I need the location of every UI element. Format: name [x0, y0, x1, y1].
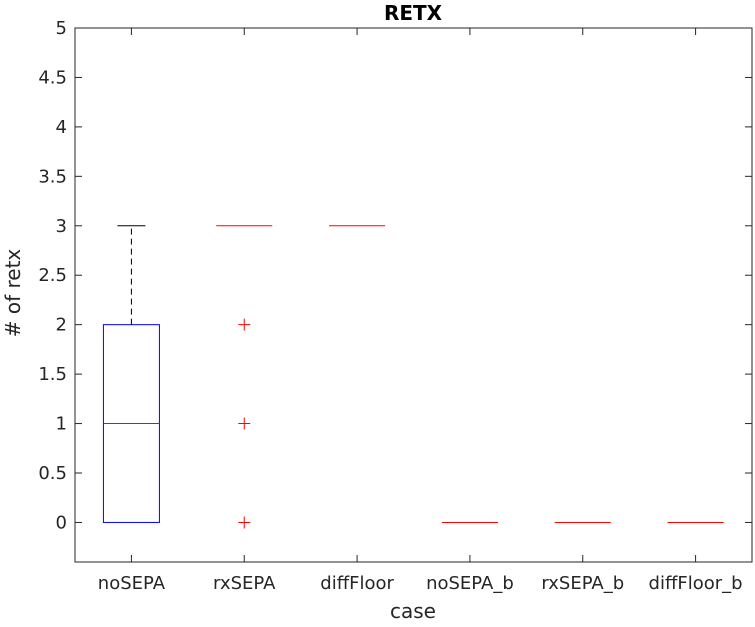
x-tick-label: rxSEPA [213, 573, 276, 594]
x-tick-label: diffFloor_b [649, 573, 743, 594]
y-tick-label: 0.5 [38, 463, 67, 484]
y-tick-label: 5 [56, 18, 67, 39]
y-tick-label: 1.5 [38, 364, 67, 385]
outlier-marker [238, 417, 251, 430]
plot-area: 0 0.5 1 1.5 2 2.5 3 3.5 4 4.5 5 noSEPA rxSEPA diffFlo… [38, 18, 753, 594]
x-tick-label: noSEPA_b [426, 573, 514, 594]
outlier-marker [238, 318, 251, 331]
axes-frame [74, 27, 753, 563]
y-tick-label: 3 [56, 216, 67, 237]
y-axis-label: # of retx [1, 249, 25, 338]
x-tick-label: diffFloor [320, 573, 394, 594]
y-tick-label: 3.5 [38, 166, 67, 187]
y-tick-label: 0 [56, 512, 67, 533]
outlier-marker [238, 516, 251, 529]
chart-title: RETX [384, 1, 443, 25]
y-tick-label: 1 [56, 414, 67, 435]
x-tick-label: rxSEPA_b [541, 573, 624, 594]
y-tick-label: 4 [56, 117, 67, 138]
y-tick-label: 2.5 [38, 265, 67, 286]
y-tick-label: 4.5 [38, 67, 67, 88]
y-tick-label: 2 [56, 315, 67, 336]
x-axis-label: case [390, 599, 436, 622]
x-tick-label: noSEPA [98, 573, 166, 594]
